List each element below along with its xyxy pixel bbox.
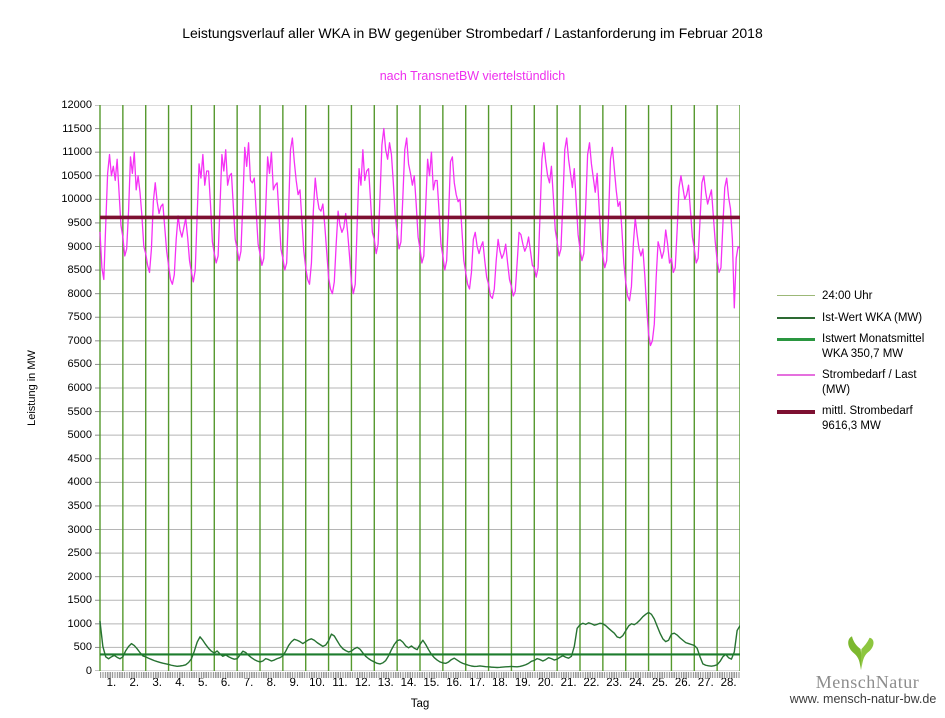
- y-tick-label: 5000: [67, 429, 92, 442]
- wka-line-swatch: [777, 316, 815, 319]
- y-tick-label: 4500: [67, 452, 92, 465]
- x-tick-label: 10.: [309, 677, 326, 689]
- legend-entry-midnight: 24:00 Uhr: [777, 289, 945, 304]
- x-tick-label: 2.: [129, 677, 140, 689]
- brand-name: MenschNatur: [815, 672, 920, 692]
- legend-entry-monatsmittel: Istwert Monatsmittel WKA 350,7 MW: [777, 332, 945, 361]
- x-tick-label: 11.: [332, 677, 348, 689]
- x-tick-label: 20.: [537, 677, 554, 689]
- y-tick-label: 11500: [62, 122, 92, 135]
- chart-legend: 24:00 Uhr Ist-Wert WKA (MW) Istwert Mona…: [777, 289, 945, 440]
- y-tick-label: 9000: [67, 240, 92, 253]
- chart-subtitle: nach TransnetBW viertelstündlich: [379, 69, 566, 83]
- y-tick-label: 12000: [61, 99, 92, 111]
- y-tick-label: 3000: [67, 523, 92, 536]
- legend-label: Istwert Monatsmittel: [822, 333, 925, 345]
- legend-entry-istwert-wka: Ist-Wert WKA (MW): [777, 311, 945, 326]
- legend-entry-strombedarf: Strombedarf / Last (MW): [777, 368, 945, 397]
- y-tick-label: 9500: [67, 216, 92, 229]
- y-tick-label: 500: [73, 641, 92, 654]
- x-tick-label: 17.: [469, 677, 486, 689]
- x-tick-label: 14.: [400, 677, 417, 689]
- x-tick-label: 22.: [583, 677, 600, 689]
- mean-strombedarf-line-swatch: [777, 410, 815, 414]
- y-tick-label: 1000: [67, 617, 92, 630]
- chart-title: Leistungsverlauf aller WKA in BW gegenüb…: [182, 25, 763, 41]
- y-tick-label: 6500: [67, 358, 92, 371]
- website-url: www. mensch-natur-bw.de: [789, 692, 937, 706]
- y-tick-label: 0: [85, 665, 92, 677]
- x-tick-label: 24.: [629, 677, 646, 689]
- x-tick-label: 21.: [560, 677, 577, 689]
- x-axis-title: Tag: [410, 698, 430, 710]
- y-tick-label: 11000: [62, 146, 92, 159]
- x-tick-label: 19.: [514, 677, 531, 689]
- legend-label: (MW): [822, 383, 851, 396]
- y-tick-label: 10500: [61, 169, 92, 182]
- y-tick-label: 4000: [67, 476, 92, 489]
- quarter-hour-tick-band: [100, 672, 740, 678]
- x-tick-label: 1.: [106, 677, 117, 689]
- y-tick-label: 2000: [67, 570, 92, 583]
- legend-label: 9616,3 MW: [822, 419, 881, 432]
- x-tick-label: 4.: [175, 677, 185, 689]
- y-tick-label: 8500: [67, 264, 92, 277]
- x-tick-label: 8.: [266, 677, 277, 689]
- x-tick-label: 7.: [243, 677, 254, 689]
- strombedarf-line-swatch: [777, 374, 815, 376]
- y-tick-label: 7000: [67, 334, 92, 347]
- ginkgo-leaf-left-lobe: [848, 636, 862, 671]
- legend-entry-mittl-strombedarf: mittl. Strombedarf 9616,3 MW: [777, 404, 945, 433]
- x-tick-label: 9.: [289, 677, 300, 689]
- ginkgo-leaf-right-lobe: [860, 637, 874, 671]
- y-tick-label: 7500: [67, 311, 92, 324]
- y-tick-label: 2500: [67, 547, 92, 560]
- x-tick-label: 26.: [674, 677, 691, 689]
- midnight-line-swatch: [777, 295, 815, 296]
- x-tick-label: 18.: [491, 677, 508, 689]
- x-tick-label: 28.: [720, 677, 737, 689]
- legend-label: 24:00 Uhr: [822, 290, 873, 302]
- monatsmittel-line-swatch: [777, 338, 815, 341]
- x-tick-label: 25.: [651, 677, 668, 689]
- chart-plot-area: [95, 105, 740, 671]
- legend-label: Ist-Wert WKA (MW): [822, 311, 923, 324]
- x-tick-label: 6.: [220, 677, 231, 689]
- legend-label: Strombedarf / Last: [822, 369, 917, 381]
- x-tick-label: 13.: [377, 677, 394, 689]
- legend-label: WKA 350,7 MW: [822, 347, 904, 360]
- x-tick-label: 12.: [354, 677, 371, 689]
- y-tick-label: 5500: [67, 405, 92, 418]
- y-tick-label: 1500: [67, 594, 92, 607]
- y-tick-label: 10000: [61, 193, 92, 206]
- x-tick-label: 27.: [697, 677, 714, 689]
- legend-label: mittl. Strombedarf: [822, 405, 913, 417]
- x-tick-label: 23.: [606, 677, 623, 689]
- y-tick-label: 8000: [67, 287, 92, 300]
- ginkgo-leaf-icon: [848, 636, 874, 671]
- chart-svg: [95, 105, 740, 671]
- x-tick-label: 3.: [152, 677, 162, 689]
- y-tick-label: 6000: [67, 382, 92, 394]
- x-tick-label: 15.: [423, 677, 440, 689]
- y-tick-label: 3500: [67, 499, 92, 512]
- x-tick-label: 16.: [446, 677, 463, 689]
- x-tick-label: 5.: [198, 677, 208, 689]
